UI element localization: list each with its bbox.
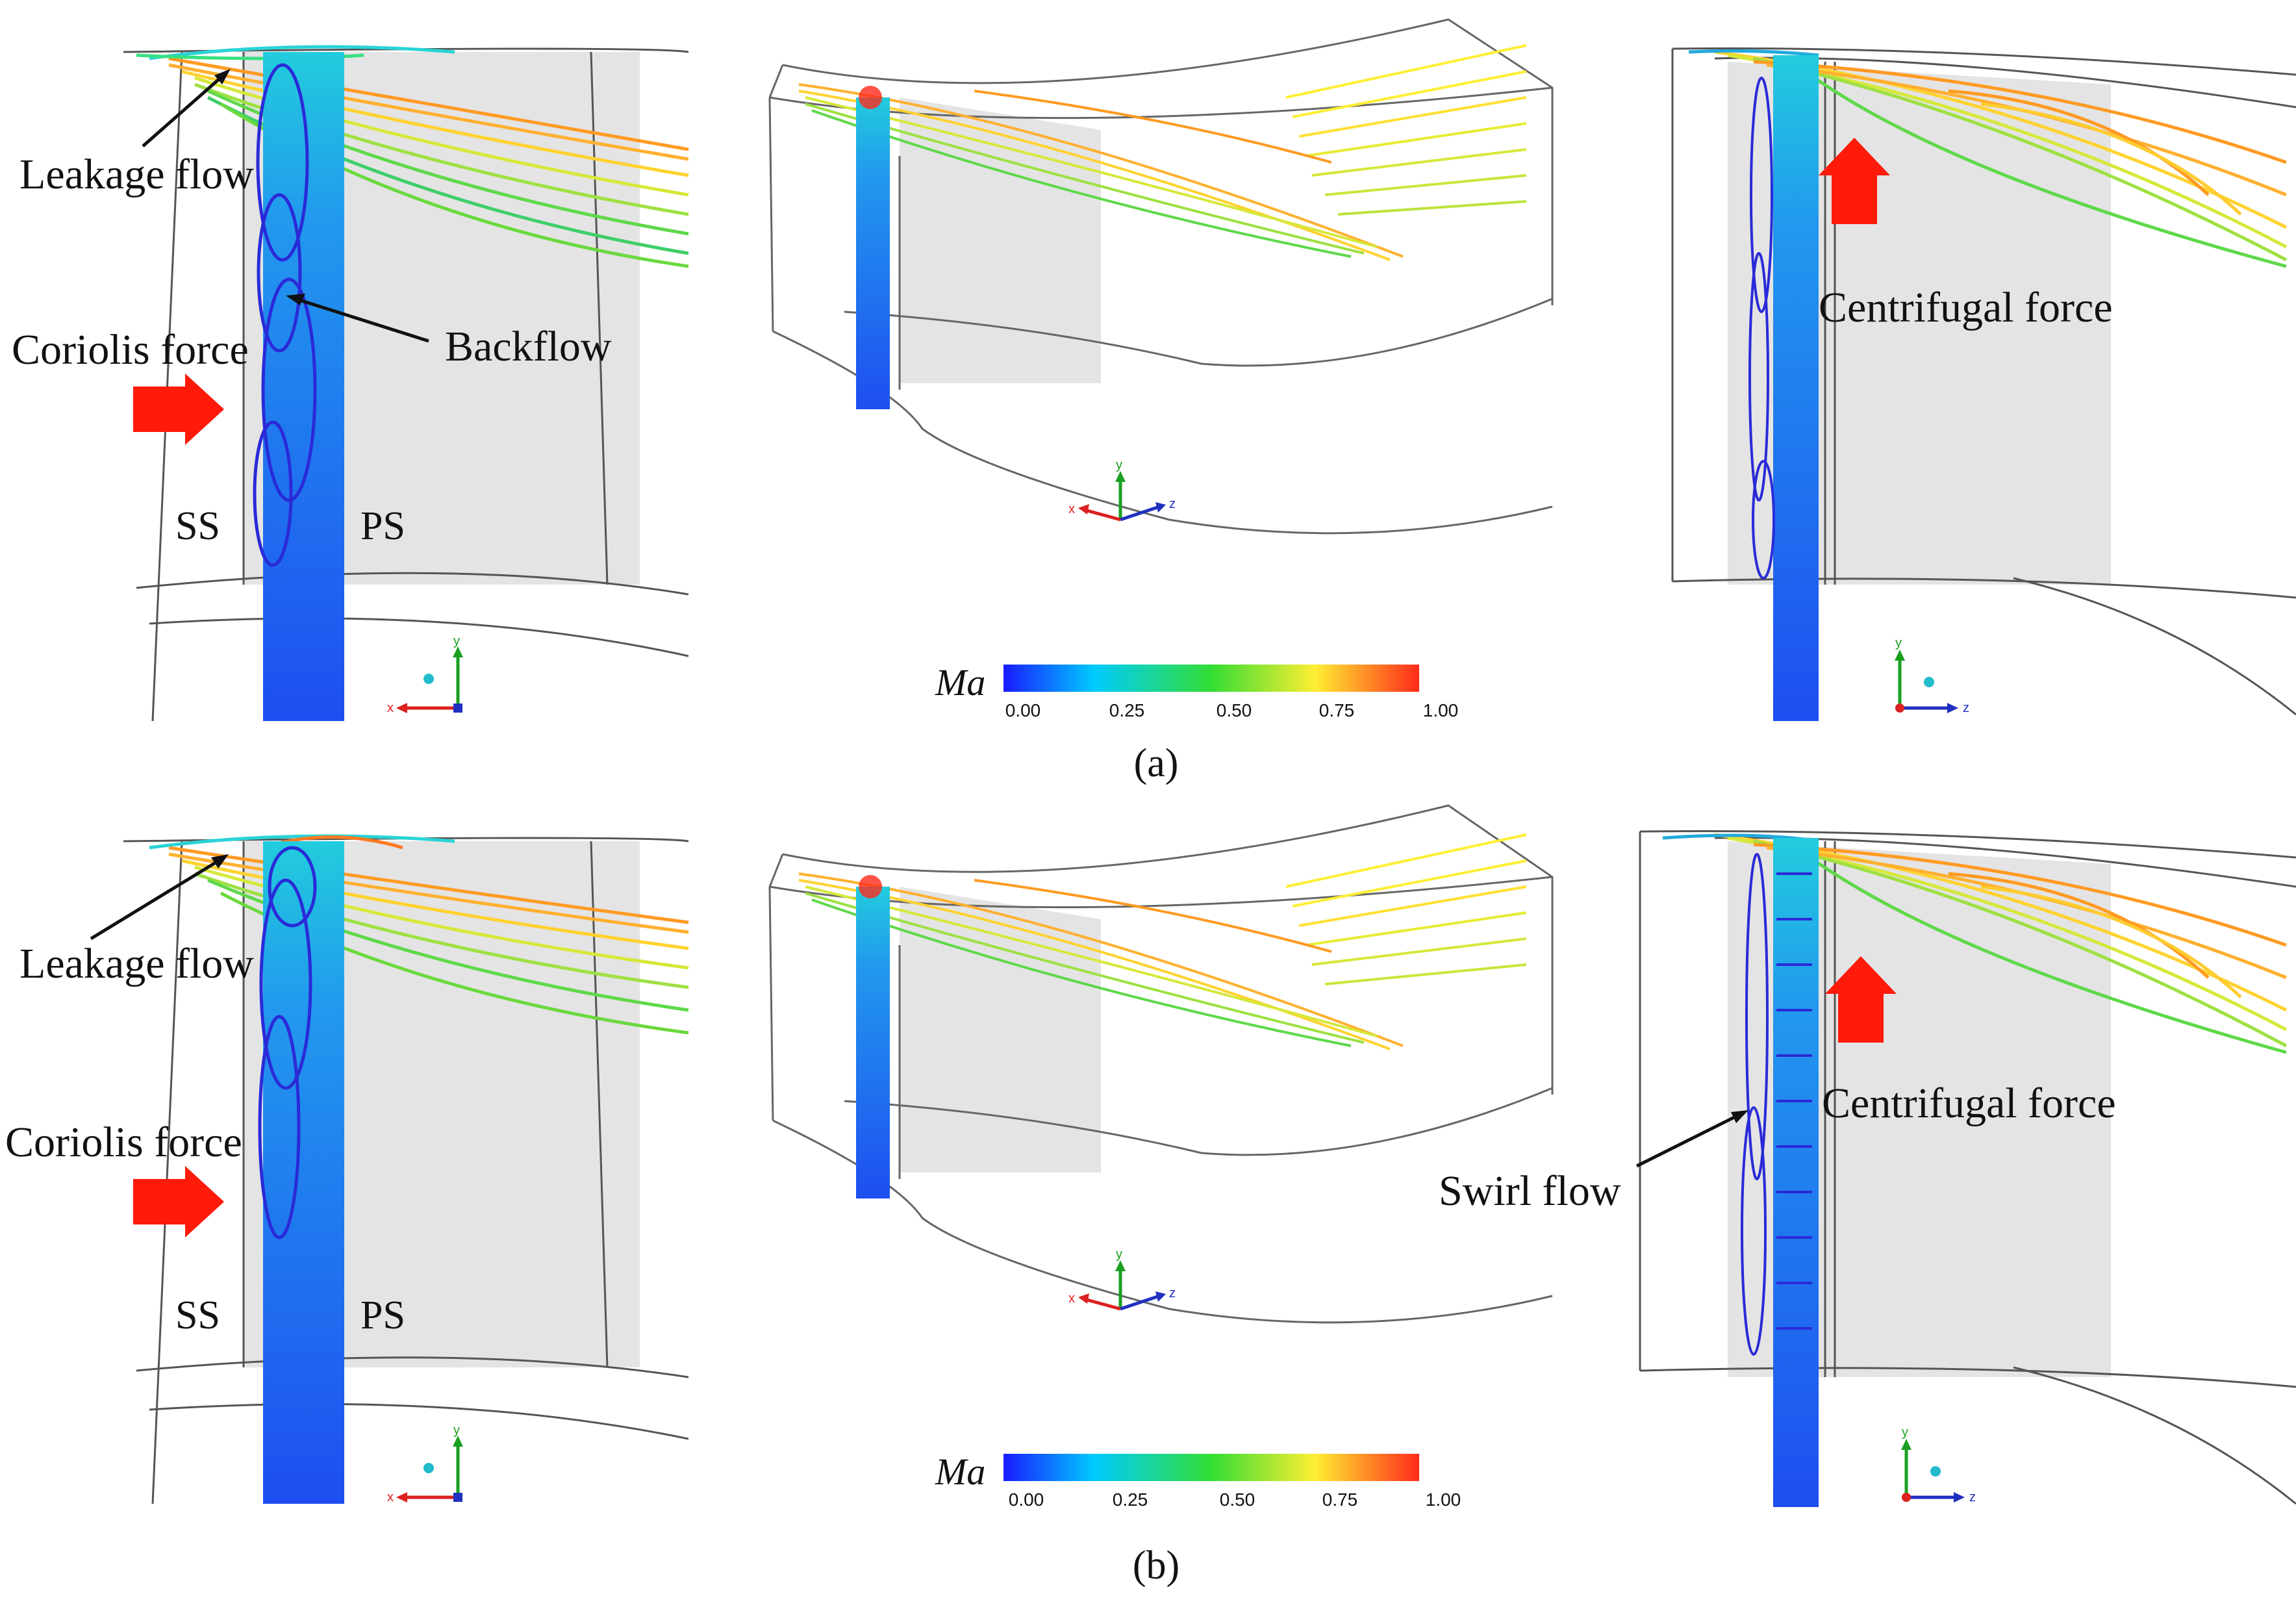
svg-text:x: x	[387, 701, 394, 715]
ss-label: SS	[175, 504, 220, 548]
swirl-label: Swirl flow	[1439, 1167, 1621, 1215]
svg-text:y: y	[1902, 1425, 1908, 1439]
left-view-b: Leakage flow Coriolis force SS PS y x	[5, 834, 689, 1504]
coriolis-force-arrow	[133, 1166, 224, 1237]
caption-a: (a)	[1134, 741, 1179, 785]
centrifugal-force-arrow	[1825, 956, 1897, 1043]
middle-view-b: y x z Ma 0.00 0.25 0.50 0.75 1.00	[768, 804, 1554, 1510]
domain-outline	[123, 837, 689, 1504]
svg-text:y: y	[1895, 636, 1902, 650]
blade-surface	[1728, 841, 2111, 1377]
left-view-a: Leakage flow Backflow Coriolis force SS …	[12, 45, 689, 722]
coriolis-label: Coriolis force	[12, 326, 249, 374]
vortex-loops	[253, 63, 317, 567]
svg-text:x: x	[1068, 1291, 1075, 1306]
colorbar-tick: 1.00	[1426, 1490, 1461, 1510]
swirl-rings	[1741, 853, 1812, 1356]
ss-label: SS	[175, 1293, 220, 1338]
domain-outline	[1639, 830, 2296, 1505]
colorbar-label: Ma	[935, 661, 985, 704]
mach-colorbar: Ma 0.00 0.25 0.50 0.75 1.00	[935, 1451, 1461, 1510]
right-view-b: Centrifugal force Swirl flow y z	[1439, 830, 2296, 1507]
svg-text:z: z	[1963, 701, 1969, 715]
colorbar-gradient	[1003, 665, 1419, 692]
colorbar-tick: 0.00	[1005, 700, 1041, 720]
coolant-jet	[1773, 55, 1819, 721]
vortex-loops	[258, 846, 317, 1239]
mach-colorbar: Ma 0.00 0.25 0.50 0.75 1.00	[935, 661, 1458, 720]
domain-outline	[768, 18, 1554, 535]
svg-text:z: z	[1169, 1286, 1176, 1300]
colorbar-tick: 0.00	[1009, 1490, 1044, 1510]
svg-text:y: y	[1116, 1247, 1122, 1262]
axis-triad: y x	[387, 1423, 463, 1504]
swirl-arrow	[1635, 1112, 1742, 1168]
svg-text:y: y	[453, 634, 460, 648]
colorbar-tick: 0.50	[1217, 700, 1252, 720]
colorbar-gradient	[1003, 1454, 1419, 1481]
colorbar-tick: 0.75	[1319, 700, 1355, 720]
colorbar-tick: 0.25	[1113, 1490, 1148, 1510]
colorbar-label: Ma	[935, 1451, 985, 1493]
leakage-arrow	[90, 857, 222, 941]
blade-surface	[900, 887, 1101, 1173]
panel-b: Leakage flow Coriolis force SS PS y x	[5, 804, 2296, 1588]
coolant-jet	[263, 52, 344, 721]
svg-text:x: x	[1068, 502, 1075, 516]
axis-triad: y x	[387, 634, 463, 715]
centrifugal-label: Centrifugal force	[1819, 284, 2113, 331]
coolant-jet	[856, 97, 890, 409]
colorbar-tick: 0.75	[1322, 1490, 1358, 1510]
colorbar-tick: 0.50	[1220, 1490, 1255, 1510]
streamline-bundle	[1688, 49, 2288, 268]
coolant-jet	[263, 841, 344, 1504]
axis-triad: y z	[1901, 1425, 1976, 1504]
colorbar-tick: 1.00	[1423, 700, 1459, 720]
vortex-loops	[1748, 77, 1775, 579]
centrifugal-force-arrow	[1819, 138, 1890, 224]
svg-text:z: z	[1169, 497, 1176, 511]
right-view-a: Centrifugal force y z	[1671, 47, 2296, 721]
svg-text:z: z	[1969, 1490, 1976, 1504]
svg-text:x: x	[387, 1490, 394, 1504]
svg-text:y: y	[1116, 458, 1122, 472]
axis-triad: y z	[1895, 636, 1969, 715]
axis-triad: y x z	[1068, 458, 1176, 522]
leakage-label: Leakage flow	[19, 151, 254, 198]
streamline-bundle	[1662, 833, 2288, 1054]
ps-label: PS	[360, 504, 405, 548]
blade-surface	[900, 97, 1101, 383]
colorbar-tick: 0.25	[1109, 700, 1145, 720]
middle-view-a: y x z Ma 0.00 0.25 0.50 0.75 1.00	[768, 18, 1554, 720]
backflow-label: Backflow	[445, 323, 612, 370]
backflow-arrow	[295, 297, 429, 343]
centrifugal-label: Centrifugal force	[1822, 1080, 2116, 1127]
coolant-jet	[856, 887, 890, 1198]
svg-text:y: y	[453, 1423, 460, 1438]
ps-label: PS	[360, 1293, 405, 1338]
coriolis-force-arrow	[133, 374, 224, 445]
leakage-arrow	[142, 73, 225, 147]
panel-a: Leakage flow Backflow Coriolis force SS …	[12, 18, 2296, 785]
caption-b: (b)	[1133, 1543, 1180, 1588]
axis-triad: y x z	[1068, 1247, 1176, 1311]
coolant-jet	[1773, 838, 1819, 1507]
blade-surface	[1728, 62, 2111, 585]
coriolis-label: Coriolis force	[5, 1119, 242, 1166]
leakage-label: Leakage flow	[19, 940, 254, 987]
